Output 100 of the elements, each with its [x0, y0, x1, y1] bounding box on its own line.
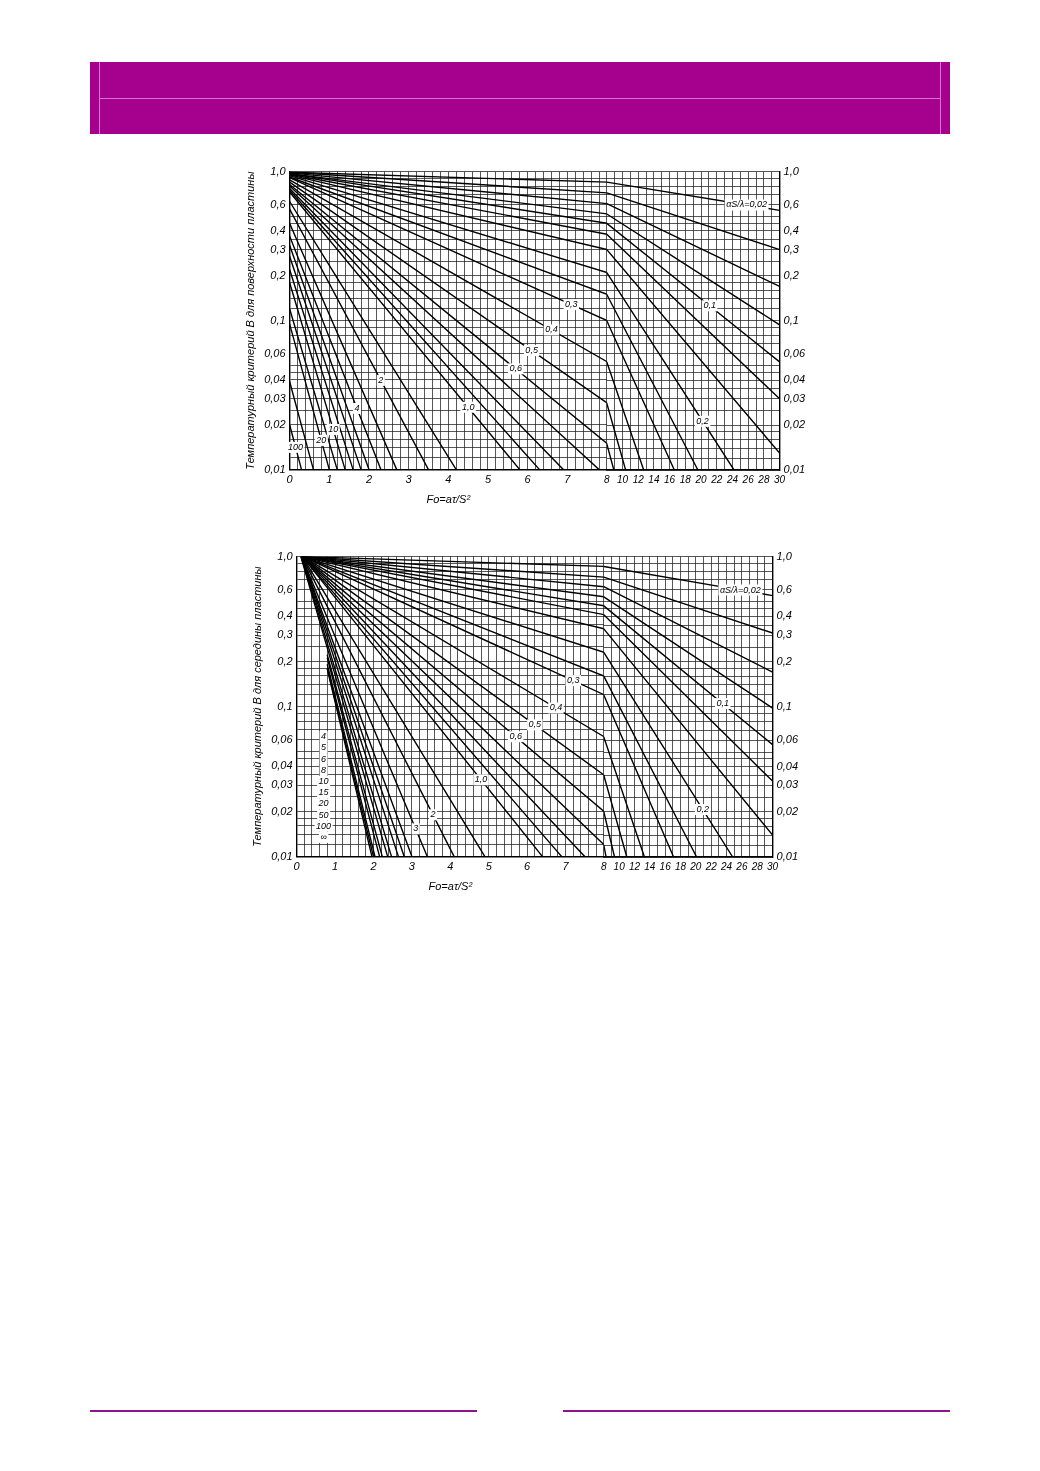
- x-tick-label: 30: [774, 474, 786, 486]
- y-tick-label: 0,1: [783, 314, 800, 327]
- y-tick-label: 1,0: [783, 165, 800, 178]
- annotation: 0,3: [567, 675, 580, 686]
- x-tick-label: 30: [767, 861, 779, 873]
- annotation: 6: [321, 753, 327, 764]
- x-tick-label: 2: [365, 473, 373, 486]
- y-tick-label: 0,3: [776, 628, 793, 641]
- x-tick-label: 1: [332, 860, 339, 873]
- x-tick-label: 3: [405, 473, 413, 486]
- x-tick-label: 24: [720, 861, 733, 873]
- x-tick-label: 12: [629, 861, 641, 873]
- y-tick-label: 0,4: [277, 609, 293, 622]
- y-tick-label: 0,04: [271, 759, 293, 772]
- annotation: 5: [321, 742, 328, 753]
- y-tick-label: 0,03: [776, 778, 800, 791]
- annotation: 50: [318, 809, 330, 820]
- y-tick-label: 0,2: [783, 269, 800, 282]
- y-tick-label: 0,01: [264, 463, 286, 476]
- x-tick-label: 16: [659, 861, 672, 873]
- y-tick-label: 0,1: [277, 700, 293, 713]
- y-tick-label: 0,2: [270, 269, 286, 282]
- x-tick-label: 12: [632, 474, 645, 486]
- annotation: 0,4: [550, 702, 563, 713]
- annotation: 0,6: [509, 731, 523, 742]
- y-tick-label: 0,1: [270, 314, 286, 327]
- y-tick-label: 0,6: [270, 198, 287, 211]
- y-tick-label: 1,0: [776, 550, 793, 563]
- y-tick-label: 0,04: [783, 373, 806, 386]
- x-tick-label: 4: [445, 473, 452, 486]
- x-tick-label: 8: [601, 861, 608, 873]
- annotation: 0,3: [565, 299, 578, 310]
- y-tick-label: 0,01: [271, 850, 293, 863]
- annotation: 0,1: [716, 698, 730, 709]
- x-tick-label: 0: [293, 860, 301, 873]
- x-tick-label: 6: [524, 473, 532, 486]
- x-tick-label: 24: [726, 474, 739, 486]
- x-tick-label: 6: [524, 860, 532, 873]
- x-tick-label: 28: [757, 474, 771, 486]
- y-tick-label: 0,03: [264, 391, 287, 404]
- x-tick-label: 1: [326, 473, 333, 486]
- annotation: 100: [316, 821, 332, 832]
- x-tick-label: 26: [741, 474, 755, 486]
- annotation: 0,1: [703, 300, 717, 311]
- y-tick-label: 0,01: [776, 850, 799, 863]
- x-tick-label: 3: [409, 860, 417, 873]
- x-tick-label: 16: [664, 474, 676, 486]
- y-tick-label: 0,1: [776, 700, 793, 713]
- y-axis-title: Температурный критерий B для поверхности пластины: [244, 171, 257, 471]
- x-tick-label: 20: [689, 861, 703, 873]
- annotation: ∞: [320, 832, 328, 843]
- annotation: 3: [413, 823, 419, 834]
- y-tick-label: 0,03: [783, 392, 807, 405]
- annotation: 10: [318, 776, 330, 787]
- annotation: 4: [354, 403, 360, 414]
- y-tick-label: 0,06: [271, 733, 294, 746]
- x-tick-label: 8: [604, 474, 611, 486]
- annotation: 8: [321, 765, 327, 776]
- y-tick-label: 0,4: [270, 224, 286, 237]
- x-tick-label: 14: [648, 474, 661, 486]
- y-axis-title: Температурный критерий B для середины пластины: [251, 566, 264, 848]
- y-tick-label: 0,02: [271, 804, 293, 817]
- y-tick-label: 0,3: [783, 243, 800, 256]
- annotation: 0,2: [696, 804, 710, 815]
- y-tick-label: 0,3: [270, 242, 287, 255]
- y-tick-label: 0,2: [277, 654, 293, 667]
- annotation: 0,6: [509, 363, 523, 374]
- x-tick-label: 0: [286, 473, 294, 486]
- y-tick-label: 0,04: [776, 760, 799, 773]
- y-tick-label: 0,02: [264, 418, 286, 431]
- x-tick-label: 5: [486, 860, 494, 873]
- x-tick-label: 22: [704, 861, 718, 873]
- x-tick-label: 10: [617, 474, 629, 486]
- y-tick-label: 0,6: [783, 198, 800, 211]
- annotation: 10: [328, 424, 339, 435]
- annotation: 1,0: [475, 774, 488, 785]
- y-tick-label: 0,02: [776, 805, 799, 818]
- annotation: 2: [377, 375, 384, 386]
- y-tick-label: 0,06: [264, 347, 287, 360]
- y-tick-label: 0,6: [776, 583, 793, 596]
- y-tick-label: 0,3: [277, 628, 294, 641]
- y-tick-label: 0,6: [277, 583, 294, 596]
- x-tick-label: 28: [750, 861, 764, 873]
- y-tick-label: 0,02: [783, 418, 806, 431]
- annotation: 0,4: [545, 324, 559, 335]
- annotation: 0,5: [525, 345, 540, 356]
- y-tick-label: 0,2: [776, 655, 793, 668]
- annotation: 15: [318, 787, 330, 798]
- annotation: 2: [429, 809, 436, 820]
- annotation: 0,2: [696, 416, 710, 427]
- x-tick-label: 26: [735, 861, 749, 873]
- x-tick-label: 22: [710, 474, 723, 486]
- y-tick-label: 0,06: [776, 733, 800, 746]
- x-tick-label: 18: [675, 861, 687, 873]
- y-tick-label: 0,01: [783, 463, 806, 476]
- x-tick-label: 20: [694, 474, 708, 486]
- y-tick-label: 0,06: [783, 347, 807, 360]
- x-axis-title: Fo=aτ/S²: [426, 493, 471, 506]
- annotation: 100: [288, 442, 304, 453]
- y-tick-label: 1,0: [270, 165, 287, 178]
